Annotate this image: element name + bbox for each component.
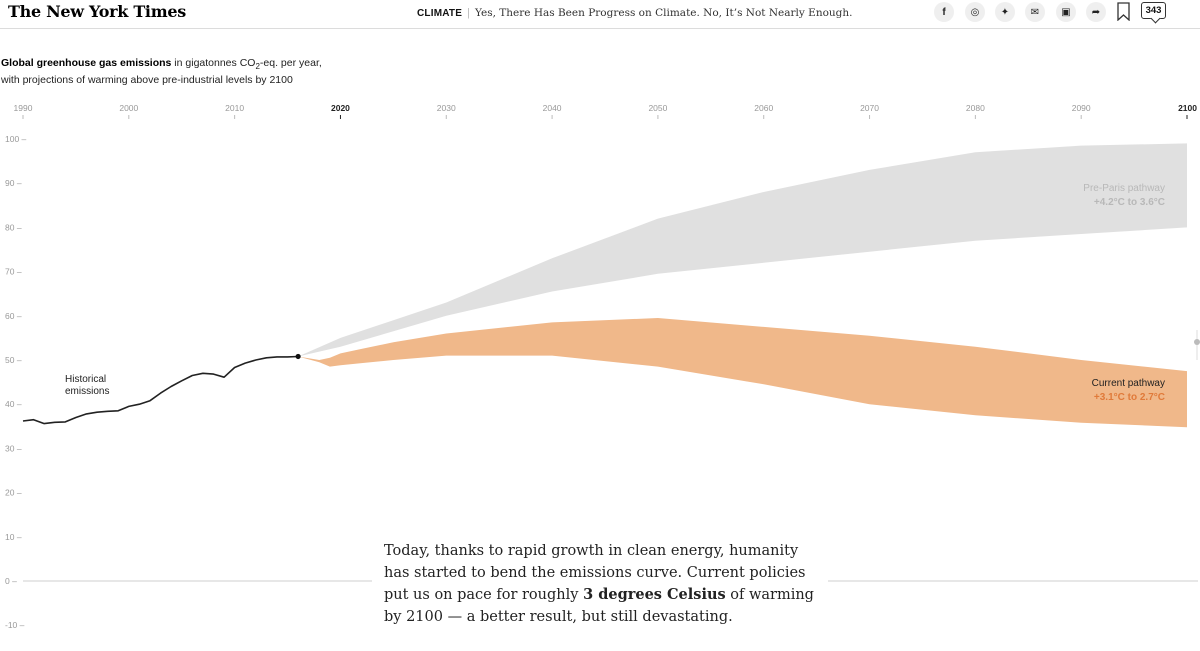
article-headline: Yes, There Has Been Progress on Climate.… xyxy=(474,7,853,19)
y-tick-label: 20 – xyxy=(5,488,22,498)
x-tick-label: 1990 xyxy=(14,103,33,113)
caption-part-2: of warming by 2100 — a better result, bu… xyxy=(384,587,814,625)
section-headline: CLIMATE | Yes, There Has Been Progress on … xyxy=(417,7,853,19)
y-tick-label: 100 – xyxy=(5,134,27,144)
caption-text: Today, thanks to rapid growth in clean e… xyxy=(372,540,828,628)
section-label[interactable]: CLIMATE xyxy=(417,8,463,19)
top-bar: The New York Times CLIMATE | Yes, There Ha… xyxy=(0,0,1200,29)
x-tick-label: 2010 xyxy=(225,103,244,113)
twitter-icon[interactable]: ✦ xyxy=(995,2,1015,22)
nyt-logo[interactable]: The New York Times xyxy=(8,2,186,21)
caption-bold: 3 degrees Celsius xyxy=(583,586,726,603)
historical-label: emissions xyxy=(65,386,109,397)
current-pathway-range: +3.1°C to 2.7°C xyxy=(1094,392,1165,403)
x-tick-label: 2070 xyxy=(860,103,879,113)
x-tick-label: 2020 xyxy=(331,103,350,113)
x-tick-label: 2100 xyxy=(1178,103,1197,113)
chart-title-text-2: -eq. per year, xyxy=(259,57,322,69)
y-tick-label: -10 – xyxy=(5,620,25,630)
comments-button[interactable]: 343 xyxy=(1141,2,1166,19)
x-tick-label: 2000 xyxy=(119,103,138,113)
y-tick-label: 30 – xyxy=(5,443,22,453)
historical-endpoint xyxy=(295,353,301,360)
chart-title: Global greenhouse gas emissions in gigat… xyxy=(1,57,322,87)
x-tick-label: 2060 xyxy=(754,103,773,113)
x-tick-label: 2090 xyxy=(1072,103,1091,113)
pre-paris-label: Pre-Paris pathway xyxy=(1083,183,1165,194)
y-tick-label: 60 – xyxy=(5,311,22,321)
chart-subtitle: with projections of warming above pre-in… xyxy=(1,73,293,86)
historical-emissions-line xyxy=(22,355,299,425)
pre-paris-band xyxy=(298,143,1188,357)
current-pathway-band xyxy=(298,318,1188,428)
y-tick-label: 50 – xyxy=(5,355,22,365)
x-tick-label: 2080 xyxy=(966,103,985,113)
bookmark-icon[interactable] xyxy=(1117,2,1130,21)
chart-title-subscript: 2 xyxy=(255,62,260,72)
share-icon[interactable]: ➦ xyxy=(1086,2,1106,22)
historical-label: Historical xyxy=(65,374,106,385)
chart-title-text-1: in gigatonnes CO xyxy=(171,57,256,69)
y-tick-label: 40 – xyxy=(5,399,22,409)
y-tick-label: 80 – xyxy=(5,222,22,232)
x-tick-label: 2030 xyxy=(437,103,456,113)
current-pathway-label: Current pathway xyxy=(1092,378,1165,389)
x-tick-label: 2050 xyxy=(648,103,667,113)
x-tick-label: 2040 xyxy=(543,103,562,113)
whatsapp-icon[interactable]: ◎ xyxy=(965,2,985,22)
caption-part-1: Today, thanks to rapid growth in clean e… xyxy=(384,543,806,603)
y-tick-label: 90 – xyxy=(5,178,22,188)
comment-count: 343 xyxy=(1145,5,1162,16)
y-tick-label: 70 – xyxy=(5,267,22,277)
email-icon[interactable]: ✉ xyxy=(1025,2,1045,22)
scroll-track[interactable] xyxy=(1196,330,1198,360)
gift-icon[interactable]: ▣ xyxy=(1056,2,1076,22)
scroll-indicator[interactable] xyxy=(1194,339,1200,345)
y-tick-label: 10 – xyxy=(5,532,22,542)
pre-paris-range: +4.2°C to 3.6°C xyxy=(1094,197,1165,208)
chart-title-bold: Global greenhouse gas emissions xyxy=(1,57,172,69)
y-tick-label: 0 – xyxy=(5,576,17,586)
facebook-icon[interactable]: f xyxy=(934,2,954,22)
divider: | xyxy=(467,7,470,19)
